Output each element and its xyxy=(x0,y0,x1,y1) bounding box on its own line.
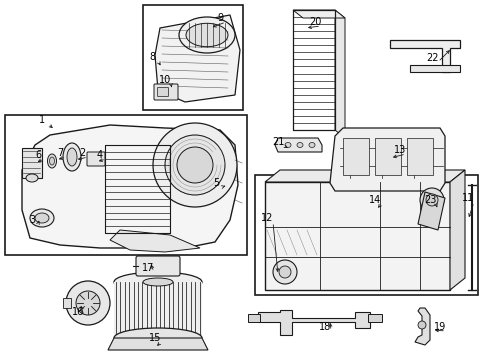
Ellipse shape xyxy=(35,213,49,223)
Bar xyxy=(114,282,202,337)
Circle shape xyxy=(273,260,297,284)
Text: 9: 9 xyxy=(217,13,223,23)
Ellipse shape xyxy=(114,272,202,292)
Polygon shape xyxy=(258,310,370,335)
FancyBboxPatch shape xyxy=(154,84,178,100)
Bar xyxy=(368,314,382,322)
Text: 19: 19 xyxy=(434,322,446,332)
Polygon shape xyxy=(335,10,345,138)
Text: 13: 13 xyxy=(394,145,406,155)
Circle shape xyxy=(426,194,438,206)
Ellipse shape xyxy=(114,328,202,348)
Ellipse shape xyxy=(63,143,81,171)
Polygon shape xyxy=(293,10,345,18)
Circle shape xyxy=(66,281,110,325)
Text: 21: 21 xyxy=(272,137,284,147)
Polygon shape xyxy=(390,40,460,72)
Polygon shape xyxy=(410,65,460,72)
Polygon shape xyxy=(110,230,200,252)
FancyBboxPatch shape xyxy=(87,152,105,166)
Text: 11: 11 xyxy=(462,193,474,203)
Text: 23: 23 xyxy=(424,195,436,205)
Bar xyxy=(105,145,170,233)
Bar xyxy=(22,148,42,178)
Text: 10: 10 xyxy=(159,75,171,85)
Polygon shape xyxy=(265,170,465,182)
Text: 15: 15 xyxy=(149,333,161,343)
Bar xyxy=(375,138,401,175)
Bar xyxy=(143,5,243,110)
Ellipse shape xyxy=(48,154,56,168)
Bar xyxy=(63,298,71,308)
Text: 2: 2 xyxy=(79,148,85,158)
Ellipse shape xyxy=(309,143,315,148)
Ellipse shape xyxy=(179,17,235,53)
Circle shape xyxy=(420,188,444,212)
Polygon shape xyxy=(418,192,445,230)
Bar xyxy=(5,115,247,255)
Ellipse shape xyxy=(297,143,303,148)
Text: 16: 16 xyxy=(72,307,84,317)
Text: 20: 20 xyxy=(309,17,321,27)
Ellipse shape xyxy=(30,209,54,227)
Text: 3: 3 xyxy=(29,215,35,225)
Ellipse shape xyxy=(186,23,228,47)
Circle shape xyxy=(76,291,100,315)
Circle shape xyxy=(418,321,426,329)
FancyBboxPatch shape xyxy=(136,256,180,276)
FancyBboxPatch shape xyxy=(157,87,169,96)
Bar xyxy=(407,138,433,175)
Text: 12: 12 xyxy=(261,213,273,223)
Polygon shape xyxy=(330,128,445,191)
Ellipse shape xyxy=(285,143,291,148)
Text: 4: 4 xyxy=(97,150,103,160)
Ellipse shape xyxy=(49,157,54,165)
Bar xyxy=(293,10,335,130)
Text: 6: 6 xyxy=(35,150,41,160)
Polygon shape xyxy=(450,170,465,290)
Text: 8: 8 xyxy=(149,52,155,62)
Ellipse shape xyxy=(143,278,173,286)
Text: 14: 14 xyxy=(369,195,381,205)
Text: 7: 7 xyxy=(57,148,63,158)
Polygon shape xyxy=(108,338,208,350)
Bar xyxy=(343,138,369,175)
Circle shape xyxy=(153,123,237,207)
Ellipse shape xyxy=(67,148,77,166)
Polygon shape xyxy=(275,138,322,152)
Circle shape xyxy=(279,266,291,278)
Polygon shape xyxy=(415,308,430,345)
Polygon shape xyxy=(155,15,240,102)
Polygon shape xyxy=(22,125,238,250)
Circle shape xyxy=(165,135,225,195)
Text: 5: 5 xyxy=(213,178,219,188)
Circle shape xyxy=(177,147,213,183)
Text: 1: 1 xyxy=(39,115,45,125)
Ellipse shape xyxy=(26,174,38,182)
Text: 18: 18 xyxy=(319,322,331,332)
Text: 22: 22 xyxy=(426,53,438,63)
Bar xyxy=(265,182,450,290)
Bar xyxy=(255,175,478,295)
Text: 17: 17 xyxy=(142,263,154,273)
Bar xyxy=(248,314,260,322)
